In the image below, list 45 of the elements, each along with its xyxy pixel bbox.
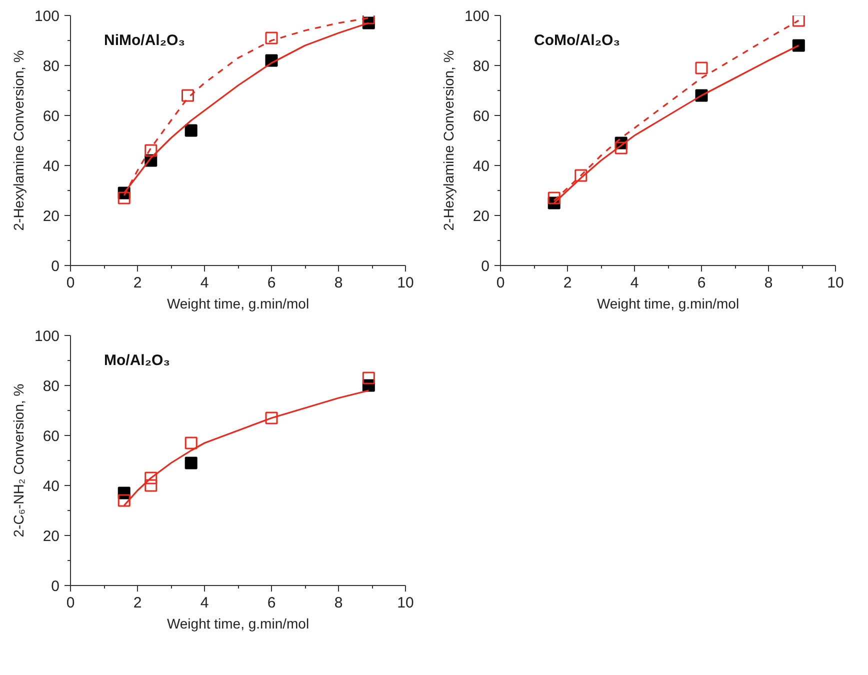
y-tick-label: 0	[51, 258, 60, 275]
x-tick-label: 4	[200, 594, 209, 612]
x-axis-title: Weight time, g.min/mol	[166, 616, 310, 632]
x-tick-label: 10	[397, 274, 414, 292]
y-tick-label: 80	[42, 378, 60, 395]
y-tick-label: 40	[42, 478, 60, 495]
x-tick-label: 6	[267, 274, 276, 292]
y-tick-label: 0	[51, 578, 60, 595]
y-tick-label: 60	[472, 108, 490, 125]
x-tick-label: 10	[397, 594, 414, 612]
x-tick-label: 6	[267, 594, 276, 612]
y-tick-label: 100	[464, 8, 490, 25]
x-tick-label: 0	[66, 274, 75, 292]
x-tick-label: 4	[200, 274, 209, 292]
y-tick-label: 20	[472, 208, 490, 225]
annotation: CoMo/Al₂O₃	[534, 32, 620, 49]
x-axis-title: Weight time, g.min/mol	[596, 296, 740, 312]
y-tick-label: 20	[42, 528, 60, 545]
annotation: Mo/Al₂O₃	[104, 352, 170, 369]
y-tick-label: 80	[42, 58, 60, 75]
x-tick-label: 2	[563, 274, 572, 292]
y-tick-label: 0	[481, 258, 490, 275]
x-tick-label: 4	[630, 274, 639, 292]
y-tick-label: 40	[472, 158, 490, 175]
x-tick-label: 8	[764, 274, 773, 292]
y-tick-label: 60	[42, 108, 60, 125]
annotation: NiMo/Al₂O₃	[104, 32, 186, 49]
y-tick-label: 80	[472, 58, 490, 75]
y-tick-label: 60	[42, 428, 60, 445]
x-axis-title: Weight time, g.min/mol	[166, 296, 310, 312]
x-tick-label: 0	[66, 594, 75, 612]
y-tick-label: 100	[34, 8, 60, 25]
x-tick-label: 6	[697, 274, 706, 292]
y-tick-label: 100	[34, 328, 60, 345]
y-axis-title: 2-Hexylamine Conversion, %	[440, 50, 456, 231]
y-axis-title: 2-C₆-NH₂ Conversion, %	[10, 384, 26, 538]
x-tick-label: 2	[133, 594, 142, 612]
x-tick-label: 10	[827, 274, 844, 292]
x-tick-label: 8	[334, 594, 343, 612]
x-tick-label: 2	[133, 274, 142, 292]
x-tick-label: 0	[496, 274, 505, 292]
x-tick-label: 8	[334, 274, 343, 292]
y-tick-label: 20	[42, 208, 60, 225]
y-tick-label: 40	[42, 158, 60, 175]
y-axis-title: 2-Hexylamine Conversion, %	[10, 50, 26, 231]
